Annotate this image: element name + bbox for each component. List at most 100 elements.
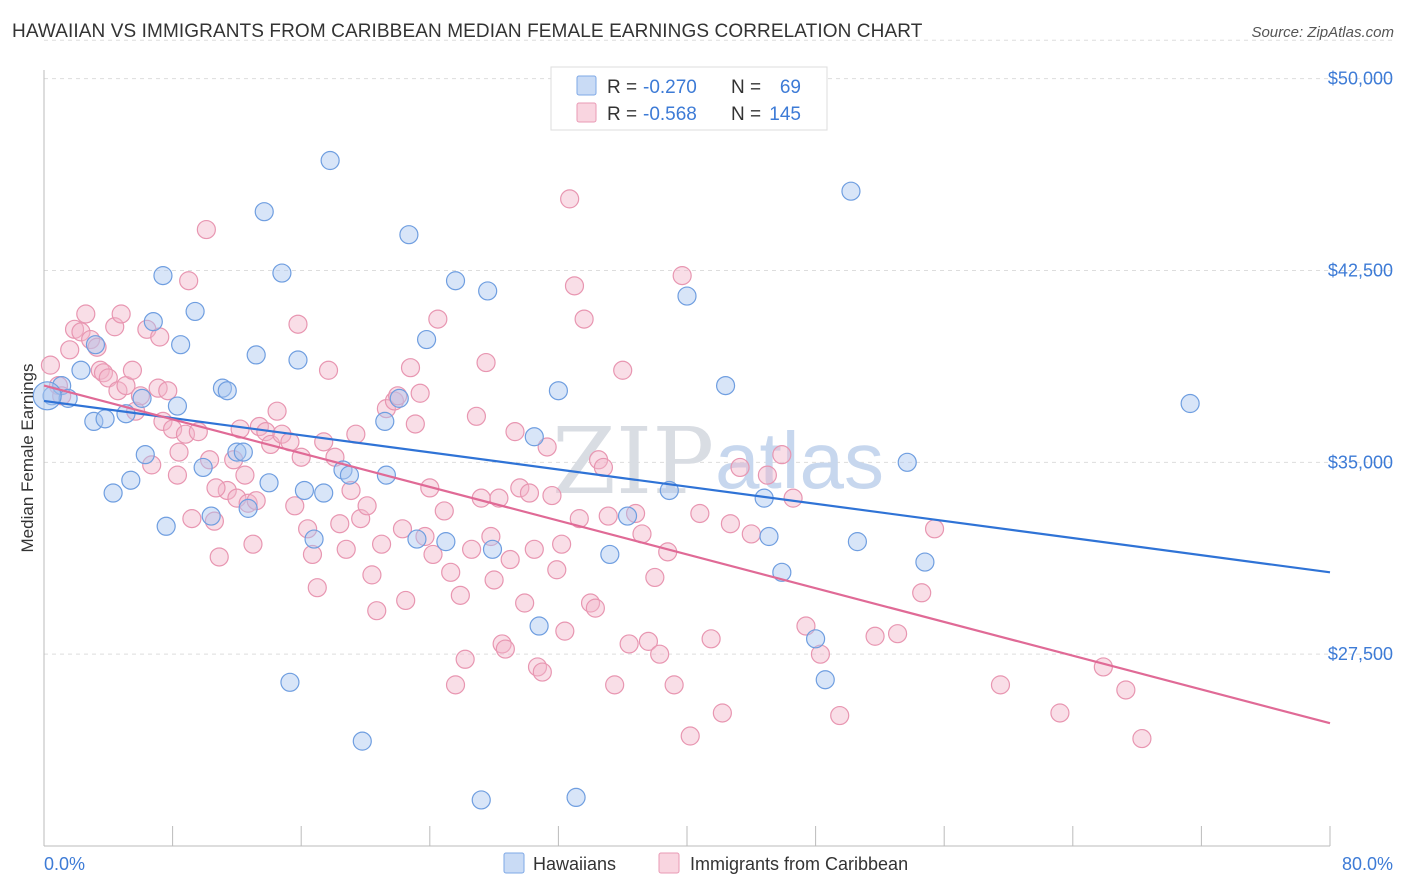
data-point-hawaiians bbox=[375, 411, 395, 432]
data-point-caribbean bbox=[196, 219, 216, 240]
data-point-caribbean bbox=[619, 634, 639, 654]
data-point-hawaiians bbox=[915, 552, 935, 572]
data-point-caribbean bbox=[392, 519, 413, 539]
data-point-caribbean bbox=[712, 703, 732, 723]
data-point-caribbean bbox=[450, 585, 470, 605]
legend-n-label-1: N = bbox=[731, 77, 761, 98]
data-point-hawaiians bbox=[471, 790, 491, 810]
data-point-caribbean bbox=[60, 340, 80, 360]
data-point-caribbean bbox=[672, 266, 692, 286]
data-point-hawaiians bbox=[805, 629, 826, 649]
data-point-caribbean bbox=[830, 705, 850, 726]
data-point-caribbean bbox=[302, 544, 323, 565]
data-point-hawaiians bbox=[238, 498, 258, 518]
trend-lines bbox=[43, 384, 1331, 725]
data-point-hawaiians bbox=[294, 480, 315, 501]
data-point-hawaiians bbox=[772, 562, 792, 582]
data-point-caribbean bbox=[574, 309, 594, 329]
stats-legend: R = -0.270 N = 69 R = -0.568 N = 145 bbox=[550, 66, 828, 131]
data-point-hawaiians bbox=[1180, 393, 1200, 414]
data-point-caribbean bbox=[428, 309, 448, 329]
data-point-caribbean bbox=[1116, 680, 1136, 700]
data-point-caribbean bbox=[720, 514, 741, 534]
data-point-hawaiians bbox=[566, 787, 586, 808]
data-point-hawaiians bbox=[715, 376, 736, 396]
data-point-caribbean bbox=[336, 539, 356, 559]
data-point-caribbean bbox=[346, 424, 366, 444]
data-point-hawaiians bbox=[143, 312, 163, 332]
data-point-hawaiians bbox=[71, 360, 91, 380]
data-point-caribbean bbox=[357, 496, 377, 516]
data-point-caribbean bbox=[224, 450, 244, 470]
data-point-hawaiians bbox=[416, 329, 437, 350]
data-point-caribbean bbox=[461, 539, 482, 559]
x-tick-label: 0.0% bbox=[44, 854, 85, 874]
data-point-caribbean bbox=[362, 565, 382, 585]
data-point-hawaiians bbox=[677, 286, 697, 306]
data-point-hawaiians bbox=[841, 181, 861, 201]
data-point-caribbean bbox=[285, 496, 305, 516]
data-point-caribbean bbox=[167, 465, 188, 485]
y-tick-label: $27,500 bbox=[1328, 644, 1393, 664]
data-point-caribbean bbox=[865, 626, 885, 646]
data-point-caribbean bbox=[645, 567, 665, 588]
data-point-caribbean bbox=[650, 644, 670, 664]
legend-r-label-1: R = bbox=[607, 77, 637, 98]
data-point-caribbean bbox=[330, 514, 350, 534]
data-point-caribbean bbox=[772, 445, 792, 465]
data-point-caribbean bbox=[466, 406, 487, 426]
data-point-caribbean bbox=[500, 549, 520, 570]
data-point-hawaiians bbox=[193, 457, 213, 478]
data-point-hawaiians bbox=[407, 529, 427, 549]
data-point-caribbean bbox=[341, 480, 361, 501]
data-point-hawaiians bbox=[314, 483, 334, 503]
data-point-caribbean bbox=[98, 368, 118, 388]
data-point-caribbean bbox=[564, 276, 585, 296]
data-point-caribbean bbox=[246, 491, 266, 511]
data-point-hawaiians bbox=[156, 516, 176, 536]
data-point-hawaiians bbox=[339, 465, 360, 485]
data-point-caribbean bbox=[532, 662, 552, 682]
data-point-hawaiians bbox=[84, 411, 104, 432]
data-point-hawaiians bbox=[233, 442, 253, 462]
data-point-hawaiians bbox=[897, 452, 917, 472]
y-tick-label: $42,500 bbox=[1328, 261, 1393, 281]
data-point-caribbean bbox=[396, 590, 416, 611]
data-point-caribbean bbox=[542, 485, 562, 506]
data-point-caribbean bbox=[445, 675, 466, 695]
data-point-caribbean bbox=[76, 304, 96, 324]
data-point-hawaiians bbox=[171, 335, 191, 355]
data-point-caribbean bbox=[510, 478, 530, 498]
data-point-hawaiians bbox=[201, 506, 221, 526]
data-point-caribbean bbox=[243, 534, 263, 554]
data-point-caribbean bbox=[158, 381, 178, 401]
data-point-caribbean bbox=[199, 450, 220, 470]
data-point-caribbean bbox=[476, 352, 496, 373]
legend-n-value-2: 145 bbox=[769, 104, 801, 125]
data-point-hawaiians bbox=[478, 281, 498, 301]
data-point-caribbean bbox=[492, 634, 512, 654]
source-credit: Source: ZipAtlas.com bbox=[1251, 24, 1394, 41]
x-tick-label: 80.0% bbox=[1342, 854, 1393, 874]
data-point-caribbean bbox=[71, 322, 91, 342]
data-point-caribbean bbox=[783, 488, 803, 508]
data-point-caribbean bbox=[757, 465, 777, 485]
watermark-atlas: atlas bbox=[715, 416, 884, 505]
data-point-caribbean bbox=[441, 562, 461, 582]
data-point-caribbean bbox=[515, 593, 535, 613]
data-point-caribbean bbox=[434, 501, 454, 521]
data-point-caribbean bbox=[307, 578, 327, 598]
trend-line-hawaiians bbox=[43, 399, 1331, 574]
data-point-caribbean bbox=[484, 570, 504, 590]
data-point-caribbean bbox=[605, 675, 625, 695]
data-point-caribbean bbox=[405, 414, 425, 434]
data-point-caribbean bbox=[585, 598, 605, 618]
series-legend-swatch-hawaiians bbox=[503, 852, 525, 874]
data-point-caribbean bbox=[90, 360, 110, 380]
data-point-caribbean bbox=[235, 465, 255, 485]
y-tick-label: $35,000 bbox=[1328, 452, 1393, 472]
data-point-caribbean bbox=[122, 360, 143, 380]
data-point-hawaiians bbox=[135, 445, 155, 465]
series-legend-label-caribbean: Immigrants from Caribbean bbox=[690, 854, 908, 874]
data-point-caribbean bbox=[598, 506, 618, 526]
